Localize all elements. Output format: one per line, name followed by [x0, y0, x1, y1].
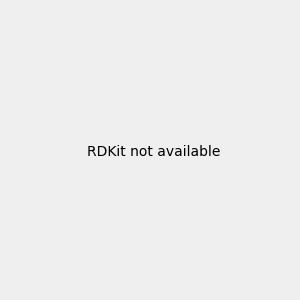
Text: RDKit not available: RDKit not available	[87, 145, 220, 158]
